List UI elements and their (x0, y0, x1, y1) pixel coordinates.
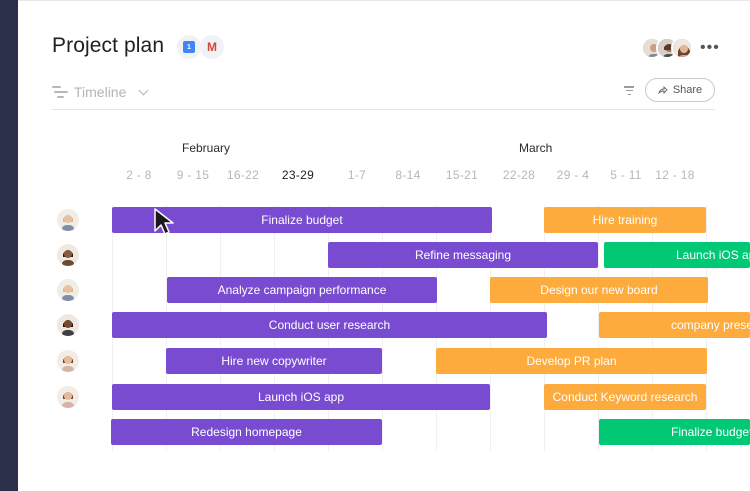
timeline-bar[interactable]: Hire new copywriter (166, 348, 382, 374)
avatar[interactable] (57, 314, 79, 336)
timeline-bar[interactable]: Hire training (544, 207, 706, 233)
filter-icon[interactable] (624, 86, 634, 95)
share-icon (658, 86, 668, 94)
timeline-bar-label: Conduct user research (268, 318, 391, 332)
timeline-bar[interactable]: Launch iOS app (604, 242, 750, 268)
timeline-bar-label: Launch iOS app (257, 390, 345, 404)
timeline-bar-label: Hire training (592, 213, 658, 227)
share-label: Share (672, 84, 703, 96)
calendar-integration-badge[interactable]: 1 (177, 35, 201, 59)
avatar (671, 37, 693, 59)
mouse-cursor-icon (154, 208, 174, 235)
header-divider (52, 109, 715, 110)
week-label: 8-14 (395, 168, 421, 182)
week-label: 22-28 (502, 168, 536, 182)
grid-line (598, 205, 599, 451)
week-label: 23-29 (281, 168, 315, 182)
timeline-bar-label: Analyze campaign performance (217, 283, 387, 297)
week-label: 29 - 4 (556, 168, 590, 182)
timeline-bar-label: Refine messaging (414, 248, 512, 262)
calendar-icon: 1 (183, 41, 195, 53)
more-options-button[interactable]: ••• (700, 39, 720, 56)
timeline-bar[interactable]: Develop PR plan (436, 348, 707, 374)
week-label: 12 - 18 (655, 168, 695, 182)
timeline-bar-label: Launch iOS app (676, 248, 750, 262)
week-label: 5 - 11 (610, 168, 642, 182)
timeline-bar-label: Hire new copywriter (221, 354, 327, 368)
timeline-bar[interactable]: Analyze campaign performance (167, 277, 437, 303)
timeline-bar-label: Develop PR plan (526, 354, 617, 368)
timeline-bar[interactable]: Redesign homepage (111, 419, 382, 445)
timeline-bar-label: Finalize budget (261, 213, 343, 227)
week-label: 15-21 (445, 168, 479, 182)
timeline-bar[interactable]: Design our new board (490, 277, 708, 303)
week-label: 9 - 15 (176, 168, 210, 182)
timeline-bar[interactable]: Conduct user research (112, 312, 547, 338)
timeline-bar-label: Design our new board (540, 283, 658, 297)
timeline-bar-label: Finalize budget (671, 425, 750, 439)
month-label: February (182, 141, 231, 155)
gmail-icon: M (207, 40, 217, 54)
view-label: Timeline (74, 84, 127, 100)
share-button[interactable]: Share (645, 78, 715, 102)
week-label: 16-22 (226, 168, 260, 182)
left-rail (0, 0, 18, 491)
timeline-bar-label: Conduct Keyword research (552, 390, 698, 404)
timeline-bar[interactable]: Launch iOS app (112, 384, 490, 410)
timeline-bar[interactable]: company presentation (599, 312, 750, 338)
avatar[interactable] (57, 244, 79, 266)
page-title: Project plan (52, 34, 165, 57)
timeline-bar[interactable]: Finalize budget (112, 207, 492, 233)
avatar[interactable] (57, 350, 79, 372)
gmail-integration-badge[interactable]: M (200, 35, 224, 59)
board-members[interactable] (641, 37, 693, 59)
timeline-bar-label: company presentation (671, 318, 750, 332)
timeline-bar[interactable]: Refine messaging (328, 242, 598, 268)
month-label: March (519, 141, 553, 155)
avatar[interactable] (57, 209, 79, 231)
timeline-bar[interactable]: Conduct Keyword research (544, 384, 706, 410)
avatar[interactable] (57, 386, 79, 408)
timeline-bar-label: Redesign homepage (191, 425, 302, 439)
avatar[interactable] (57, 279, 79, 301)
chevron-down-icon (138, 85, 149, 95)
timeline-bar[interactable]: Finalize budget (599, 419, 750, 445)
view-selector[interactable]: Timeline (52, 84, 149, 100)
timeline-icon (52, 86, 68, 98)
week-label: 1-7 (347, 168, 367, 182)
week-label: 2 - 8 (126, 168, 152, 182)
